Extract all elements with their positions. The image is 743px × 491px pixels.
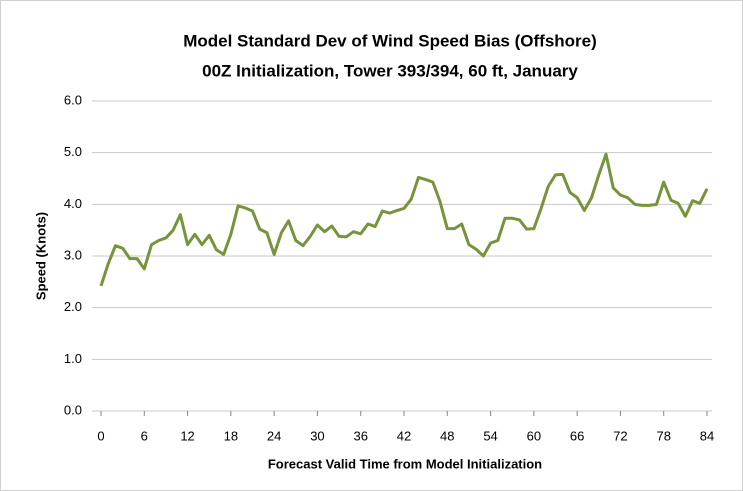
x-tick-label: 6 [141, 428, 148, 443]
y-tick-label: 2.0 [64, 299, 82, 314]
data-line [99, 152, 709, 287]
x-tick-label: 18 [224, 428, 238, 443]
x-tick-label: 66 [570, 428, 584, 443]
x-axis-title: Forecast Valid Time from Model Initializ… [268, 456, 542, 471]
x-tick-label: 84 [700, 428, 714, 443]
y-tick-label: 3.0 [64, 247, 82, 262]
x-tick-label: 60 [527, 428, 541, 443]
y-tick-label: 0.0 [64, 402, 82, 417]
x-tick-label: 72 [613, 428, 627, 443]
x-tick-label: 78 [656, 428, 670, 443]
y-tick-label: 4.0 [64, 196, 82, 211]
y-tick-label: 6.0 [64, 92, 82, 107]
x-tick-label: 24 [267, 428, 281, 443]
x-tick-label: 54 [483, 428, 497, 443]
x-tick-label: 48 [440, 428, 454, 443]
x-tick-label: 12 [180, 428, 194, 443]
y-axis-title: Speed (Knots) [33, 212, 48, 300]
chart-title: Model Standard Dev of Wind Speed Bias (O… [183, 31, 597, 50]
y-tick-label: 1.0 [64, 351, 82, 366]
x-tick-label: 30 [310, 428, 324, 443]
x-tick-label: 36 [353, 428, 367, 443]
x-tick-label: 0 [97, 428, 104, 443]
y-tick-label: 5.0 [64, 144, 82, 159]
chart-subtitle: 00Z Initialization, Tower 393/394, 60 ft… [202, 61, 578, 80]
x-tick-label: 42 [397, 428, 411, 443]
